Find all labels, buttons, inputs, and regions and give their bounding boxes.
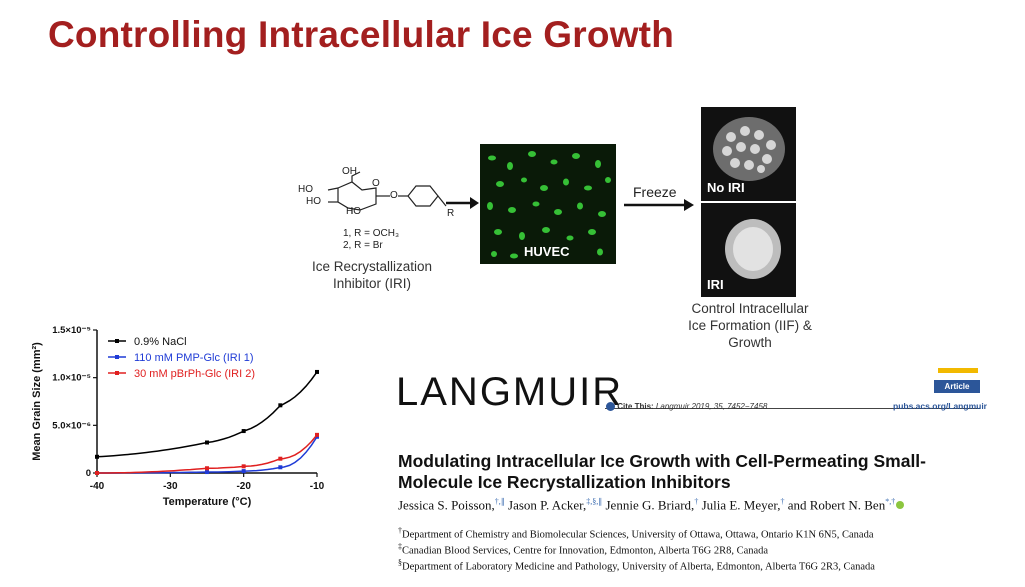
y-tick-label: 0 bbox=[86, 468, 91, 479]
accent-bar bbox=[938, 368, 978, 373]
outcome-caption-line: Growth bbox=[728, 335, 772, 350]
data-point bbox=[205, 466, 209, 471]
y-tick-label: 1.5×10⁻⁵ bbox=[52, 325, 91, 336]
cite-text: Langmuir 2019, 35, 7452−7458 bbox=[655, 402, 768, 411]
x-tick-label: -20 bbox=[236, 481, 251, 492]
author-affiliation-mark: †,∥ bbox=[494, 497, 505, 506]
data-point bbox=[241, 429, 246, 434]
legend-marker bbox=[115, 339, 119, 343]
link-oxygen-label: O bbox=[390, 190, 398, 201]
affiliation: §Department of Laboratory Medicine and P… bbox=[398, 558, 875, 573]
ho-label: HO bbox=[306, 196, 321, 207]
data-point bbox=[315, 369, 319, 374]
article-title-line: Modulating Intracellular Ice Growth with… bbox=[398, 451, 926, 471]
iri-caption-line: Inhibitor (IRI) bbox=[332, 276, 412, 291]
cells-image bbox=[487, 151, 611, 259]
journal-url[interactable]: pubs.acs.org/Langmuir bbox=[893, 401, 987, 411]
author-name[interactable]: Jessica S. Poisson, bbox=[398, 497, 495, 513]
affiliation: †Department of Chemistry and Biomolecula… bbox=[398, 526, 874, 541]
outcome-caption-line: Ice Formation (IIF) & bbox=[688, 318, 812, 333]
author-name[interactable]: and Robert N. Ben bbox=[787, 497, 886, 513]
oh-label: OH bbox=[342, 166, 357, 177]
data-point bbox=[205, 440, 209, 445]
x-tick-label: -40 bbox=[90, 481, 105, 492]
data-point bbox=[278, 456, 283, 461]
author-name[interactable]: Jennie G. Briard, bbox=[605, 497, 695, 513]
y-axis-label: Mean Grain Size (mm²) bbox=[31, 342, 43, 461]
author-affiliation-mark: † bbox=[694, 497, 699, 506]
affiliation-text: Canadian Blood Services, Centre for Inno… bbox=[402, 545, 769, 557]
compound-1-label: 1, R = OCH₃ bbox=[343, 228, 400, 239]
iri-caption-line: Ice Recrystallization bbox=[311, 259, 433, 274]
legend-marker bbox=[115, 371, 119, 375]
x-tick-label: -10 bbox=[310, 481, 325, 492]
molecule-structure bbox=[327, 171, 447, 214]
data-point bbox=[95, 454, 99, 459]
header-rule bbox=[605, 408, 980, 409]
author-name[interactable]: Julia E. Meyer, bbox=[701, 497, 781, 513]
outcome-caption-line: Control Intracellular bbox=[691, 301, 809, 316]
data-point bbox=[278, 403, 283, 408]
grain-size-chart: 0 5.0×10⁻⁶ 1.0×10⁻⁵ 1.5×10⁻⁵ -40 -30 -20 -10 Tem… bbox=[31, 325, 325, 508]
r-group-label: R bbox=[447, 208, 455, 219]
outcome-caption: Control Intracellular Ice Formation (IIF… bbox=[670, 300, 830, 351]
legend-label: 110 mM PMP-Glc (IRI 1) bbox=[134, 352, 254, 364]
x-tick-label: -30 bbox=[163, 481, 178, 492]
ho-label: HO bbox=[298, 184, 313, 195]
slide-title: Controlling Intracellular Ice Growth bbox=[48, 14, 674, 55]
orcid-icon[interactable] bbox=[896, 501, 905, 510]
citation[interactable]: Cite This: Langmuir 2019, 35, 7452−7458 bbox=[606, 402, 768, 412]
arrow-icon bbox=[446, 197, 479, 209]
data-point bbox=[241, 469, 246, 474]
cell-image bbox=[725, 219, 781, 279]
ho-label: HO bbox=[346, 206, 361, 217]
huvec-label: HUVEC bbox=[524, 244, 570, 259]
legend-label: 30 mM pBrPh-Glc (IRI 2) bbox=[134, 368, 255, 380]
freeze-label: Freeze bbox=[633, 184, 677, 200]
affiliation-mark: ‡ bbox=[398, 542, 402, 551]
author-affiliation-mark: † bbox=[780, 497, 785, 506]
legend-marker bbox=[115, 355, 119, 359]
iri-caption: Ice Recrystallization Inhibitor (IRI) bbox=[292, 258, 452, 292]
y-tick-label: 1.0×10⁻⁵ bbox=[52, 373, 91, 384]
cite-icon bbox=[606, 402, 615, 412]
data-point bbox=[241, 464, 246, 469]
ring-oxygen-label: O bbox=[372, 178, 380, 189]
iri-label: IRI bbox=[707, 277, 724, 292]
legend-label: 0.9% NaCl bbox=[134, 336, 187, 348]
affiliation: ‡Canadian Blood Services, Centre for Inn… bbox=[398, 542, 768, 557]
article-title: Modulating Intracellular Ice Growth with… bbox=[398, 451, 998, 493]
cite-prefix: Cite This: bbox=[617, 402, 654, 411]
compound-2-label: 2, R = Br bbox=[343, 240, 383, 251]
affiliation-mark: § bbox=[398, 558, 402, 567]
article-badge: Article bbox=[934, 380, 980, 393]
data-point bbox=[95, 471, 99, 475]
journal-logo: LANGMUIR bbox=[396, 370, 624, 414]
cell-image bbox=[713, 117, 785, 181]
author-affiliation-mark: *,† bbox=[885, 497, 896, 506]
affiliation-text: Department of Chemistry and Biomolecular… bbox=[402, 529, 874, 541]
author-list: Jessica S. Poisson,†,∥ Jason P. Acker,‡,… bbox=[398, 497, 905, 513]
article-title-line: Molecule Ice Recrystallization Inhibitor… bbox=[398, 472, 731, 492]
data-point bbox=[315, 432, 319, 437]
data-point bbox=[278, 465, 283, 470]
author-name[interactable]: Jason P. Acker, bbox=[508, 497, 587, 513]
huvec-micrograph: HUVEC bbox=[480, 144, 616, 264]
affiliation-text: Department of Laboratory Medicine and Pa… bbox=[402, 561, 875, 573]
x-axis-label: Temperature (°C) bbox=[163, 496, 252, 508]
data-point bbox=[205, 470, 209, 475]
no-iri-micrograph: No IRI bbox=[701, 107, 796, 201]
author-affiliation-mark: ‡,§,∥ bbox=[586, 497, 603, 506]
iri-micrograph: IRI bbox=[701, 203, 796, 297]
affiliation-mark: † bbox=[398, 526, 402, 535]
no-iri-label: No IRI bbox=[707, 180, 745, 195]
arrow-icon bbox=[624, 199, 694, 211]
y-tick-label: 5.0×10⁻⁶ bbox=[52, 420, 91, 431]
